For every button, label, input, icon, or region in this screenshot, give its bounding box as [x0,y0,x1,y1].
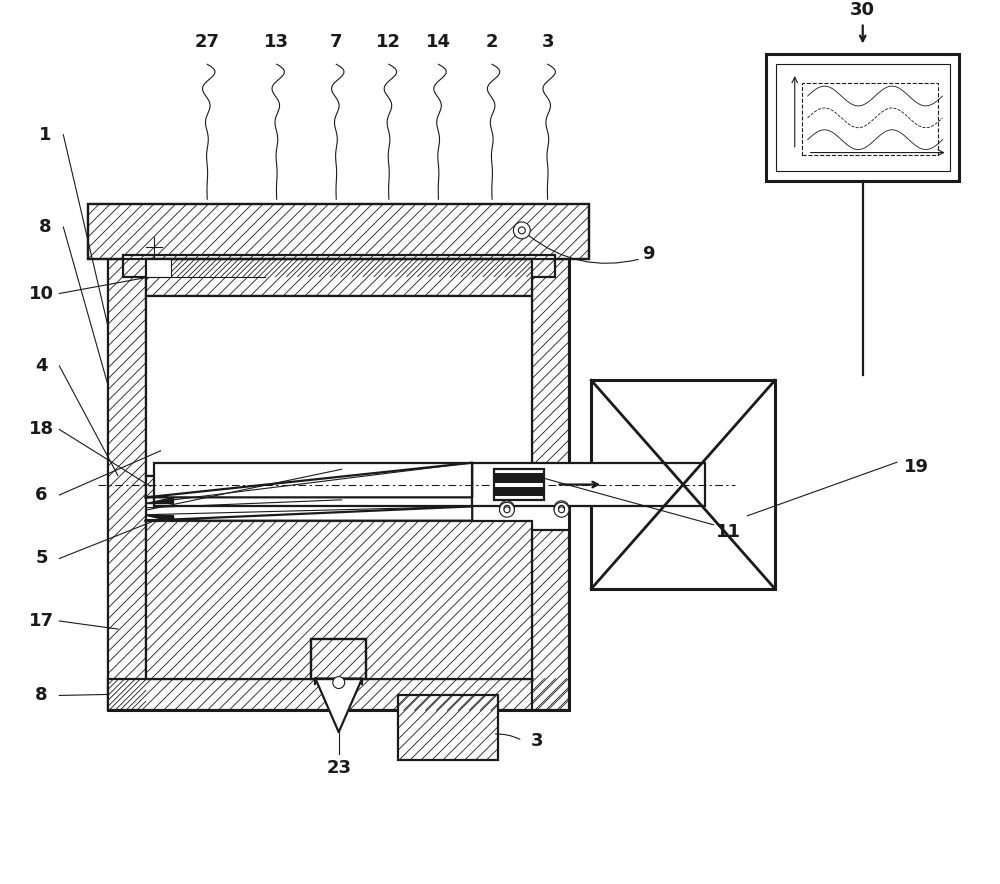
Text: 7: 7 [330,34,342,51]
Polygon shape [146,521,532,679]
Text: 11: 11 [716,522,741,541]
Text: 12: 12 [376,34,401,51]
Text: 19: 19 [904,458,929,476]
Circle shape [333,676,345,689]
Circle shape [559,506,565,511]
Polygon shape [146,259,532,296]
Bar [88,204,589,259]
Circle shape [518,227,525,234]
Text: 9: 9 [643,245,655,263]
Text: 4: 4 [35,357,48,375]
Text: 2: 2 [486,34,498,51]
Text: 5: 5 [35,550,48,568]
Circle shape [554,502,569,517]
Polygon shape [146,462,472,498]
Bar [494,473,544,483]
Text: 3: 3 [541,34,554,51]
Text: 8: 8 [35,687,48,705]
Bar [591,380,775,589]
Polygon shape [532,259,569,476]
Polygon shape [398,696,498,760]
Bar [108,259,569,711]
Circle shape [513,222,530,239]
Text: 18: 18 [29,421,54,438]
Bar [146,296,532,476]
Polygon shape [315,679,362,732]
Text: 3: 3 [531,732,543,750]
Text: 1: 1 [39,126,52,144]
Circle shape [504,507,510,513]
Text: 13: 13 [264,34,289,51]
Polygon shape [532,530,569,711]
Text: 14: 14 [426,34,451,51]
Polygon shape [146,498,173,503]
Circle shape [554,501,569,515]
Bar [146,259,171,277]
Text: 6: 6 [35,486,48,504]
Circle shape [500,502,514,517]
Bar [776,65,950,171]
Text: 8: 8 [39,218,52,236]
Bar [494,486,544,497]
Polygon shape [146,514,173,521]
Polygon shape [88,204,589,259]
Text: 17: 17 [29,612,54,630]
Text: 30: 30 [850,1,875,19]
Bar [802,83,938,155]
Text: 10: 10 [29,285,54,302]
Circle shape [559,507,565,513]
Polygon shape [146,507,472,521]
Polygon shape [146,476,532,498]
Bar [766,54,959,181]
Text: 23: 23 [326,758,351,777]
Polygon shape [311,639,366,679]
Bar [311,639,366,679]
Circle shape [504,506,510,511]
Bar [494,469,544,500]
Circle shape [500,501,514,515]
Polygon shape [108,679,569,711]
Bar [154,462,705,507]
Text: 27: 27 [195,34,220,51]
Polygon shape [123,255,555,277]
Polygon shape [108,259,146,711]
